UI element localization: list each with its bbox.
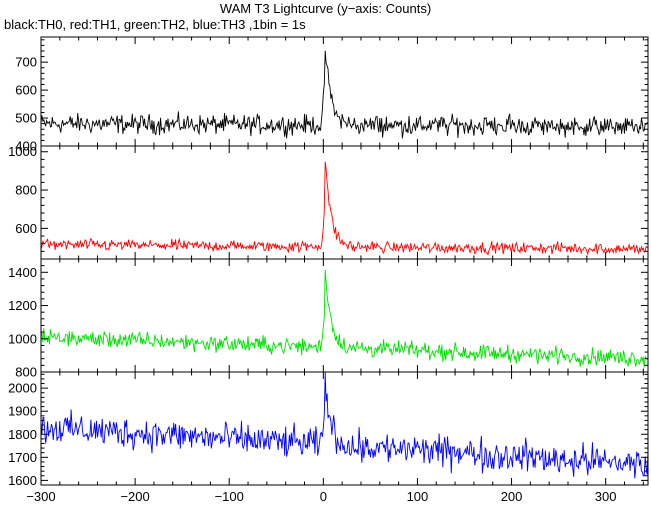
panel-th1: 600 800 1000	[8, 144, 649, 260]
y-tick-label: 1000	[8, 331, 37, 346]
x-axis: −300 −200 −100 0 100 200 300	[26, 489, 616, 504]
x-tick-label: 200	[501, 489, 523, 504]
x-tick-label: −300	[26, 489, 55, 504]
y-tick-label: 800	[15, 365, 37, 380]
panel-frame	[40, 36, 649, 147]
y-tick-label: 1900	[8, 404, 37, 419]
y-tick-label: 1700	[8, 450, 37, 465]
panel-th2: 800 1000 1200 1400	[8, 258, 649, 380]
y-tick-label: 2000	[8, 381, 37, 396]
y-tick-label: 1200	[8, 298, 37, 313]
panel-group: 400 500 600 700 600 800 1000 800 1000 1200 1400 160…	[8, 36, 649, 488]
y-tick-label: 600	[15, 83, 37, 98]
y-tick-label: 700	[15, 55, 37, 70]
chart-title: WAM T3 Lightcurve (y−axis: Counts)	[219, 1, 432, 16]
x-tick-label: −200	[120, 489, 149, 504]
y-tick-label: 1000	[8, 144, 37, 159]
panel-frame	[40, 371, 649, 486]
y-tick-label: 800	[15, 183, 37, 198]
y-tick-label: 1600	[8, 473, 37, 488]
panel-th3: 1600 1700 1800 1900 2000	[8, 371, 649, 488]
y-tick-label: 500	[15, 111, 37, 126]
x-tick-label: 300	[595, 489, 617, 504]
y-tick-label: 1800	[8, 427, 37, 442]
series-line-th2	[40, 269, 648, 368]
y-tick-label: 1400	[8, 265, 37, 280]
series-line-th3	[40, 372, 649, 479]
x-tick-label: −100	[215, 489, 244, 504]
y-tick-label: 600	[15, 221, 37, 236]
series-line-th0	[40, 50, 649, 139]
x-tick-label: 0	[320, 489, 327, 504]
panel-th0: 400 500 600 700	[15, 36, 649, 154]
y-tick-label: 400	[15, 139, 37, 154]
series-line-th1	[40, 161, 649, 256]
x-tick-label: 100	[407, 489, 429, 504]
chart-subtitle: black:TH0, red:TH1, green:TH2, blue:TH3 …	[4, 17, 306, 32]
